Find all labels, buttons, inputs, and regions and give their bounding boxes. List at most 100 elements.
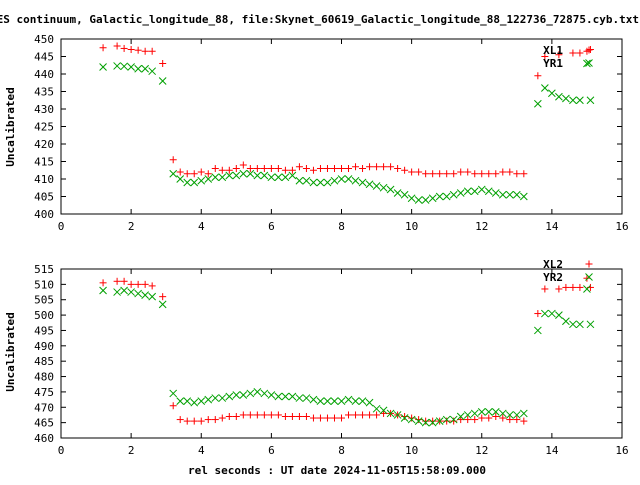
data-point <box>478 170 486 178</box>
data-point <box>541 285 549 293</box>
data-point <box>267 411 275 419</box>
data-point <box>330 165 338 172</box>
plot-panel-2: 0 2 4 6 8 10 12 14 16 460 465 470 475 480 485 490 495 500… <box>34 258 629 457</box>
data-point <box>450 170 458 178</box>
data-point <box>541 53 549 60</box>
data-point <box>562 94 570 103</box>
data-point <box>141 47 149 55</box>
data-point <box>309 178 318 187</box>
x-tick-label: 8 <box>338 444 345 457</box>
y-tick-label: 495 <box>34 324 54 337</box>
data-point <box>471 416 479 424</box>
data-point <box>435 417 444 425</box>
data-point <box>169 169 178 178</box>
data-point <box>330 176 339 185</box>
data-point <box>232 171 241 180</box>
data-point <box>113 42 121 50</box>
data-point <box>443 170 451 178</box>
x-tick-label: 8 <box>338 220 345 233</box>
data-point <box>429 417 437 425</box>
y-tick-label: 425 <box>34 121 54 134</box>
data-point <box>253 388 262 396</box>
data-point <box>365 398 374 407</box>
data-point <box>415 416 423 424</box>
data-point <box>394 165 402 172</box>
data-point <box>407 415 416 424</box>
x-tick-label: 12 <box>475 444 488 457</box>
y-tick-label: 510 <box>34 278 54 291</box>
y-tick-label: 490 <box>34 340 54 353</box>
data-point <box>505 411 514 419</box>
x-axis-label: rel seconds : UT date 2024-11-05T15:58:0… <box>188 464 486 477</box>
data-point <box>176 397 185 405</box>
data-point <box>232 412 240 420</box>
legend-marker <box>585 260 593 268</box>
data-point <box>197 397 206 405</box>
series-YR1 <box>99 59 595 204</box>
data-point <box>309 395 318 404</box>
x-tick-label: 14 <box>545 220 559 233</box>
data-point <box>225 166 233 174</box>
data-point <box>379 183 388 192</box>
data-point <box>400 414 409 422</box>
y-tick-label: 430 <box>34 103 54 116</box>
data-point <box>569 320 577 329</box>
data-point <box>484 187 493 196</box>
y-tick-label: 460 <box>34 432 54 445</box>
data-point <box>533 326 542 335</box>
data-point <box>176 168 184 176</box>
y-tick-label: 515 <box>34 263 54 276</box>
data-point <box>183 397 192 405</box>
data-point <box>505 190 514 199</box>
data-point <box>470 187 479 196</box>
data-point <box>211 173 220 182</box>
y-tick-label: 445 <box>34 51 54 64</box>
chart-title: RES continuum, Galactic_longitude_88, fi… <box>0 13 639 26</box>
data-point <box>197 168 205 176</box>
data-point <box>246 389 255 398</box>
data-point <box>127 280 135 288</box>
data-point <box>204 395 213 404</box>
y-tick-label: 405 <box>34 191 54 204</box>
data-point <box>260 411 268 419</box>
data-point <box>379 406 388 415</box>
y-axis-label-bottom: Uncalibrated <box>4 312 17 391</box>
x-tick-label: 10 <box>405 220 418 233</box>
data-point <box>492 412 500 420</box>
data-point <box>99 44 107 52</box>
data-point <box>358 178 367 187</box>
data-point <box>204 175 213 183</box>
data-point <box>274 392 283 401</box>
data-point <box>555 285 563 293</box>
data-point <box>422 417 430 425</box>
data-point <box>159 293 167 301</box>
data-point <box>442 415 451 424</box>
data-point <box>253 411 261 419</box>
data-point <box>449 190 458 199</box>
data-point <box>232 391 241 399</box>
data-point <box>295 176 304 185</box>
data-point <box>457 416 465 424</box>
data-point <box>134 64 142 73</box>
data-point <box>134 280 142 288</box>
data-point <box>499 414 507 422</box>
data-point <box>449 415 458 424</box>
data-point <box>281 166 289 174</box>
data-point <box>359 165 367 172</box>
plot-panel-1: 0 2 4 6 8 10 12 14 16 400 405 410 415 420 425 430 435 440… <box>34 33 629 233</box>
x-tick-label: 2 <box>128 444 135 457</box>
data-point <box>345 411 353 419</box>
data-point <box>421 196 430 204</box>
data-point <box>309 166 317 174</box>
data-point <box>555 311 563 319</box>
data-point <box>485 414 493 422</box>
data-point <box>358 397 367 405</box>
data-point <box>569 96 577 105</box>
data-point <box>316 397 325 405</box>
data-point <box>576 96 584 105</box>
data-point <box>127 288 135 296</box>
data-point <box>309 414 317 422</box>
data-point <box>176 416 184 424</box>
data-point <box>372 182 381 190</box>
data-point <box>555 92 563 101</box>
